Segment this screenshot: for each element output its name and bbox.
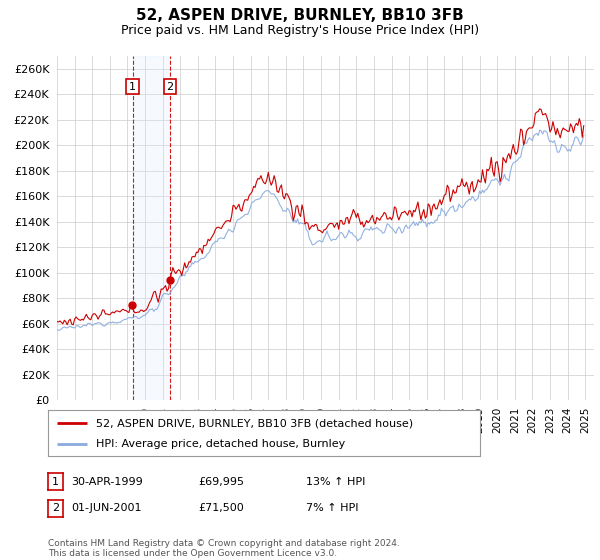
Bar (133, 56, 170, 400)
Text: 52, ASPEN DRIVE, BURNLEY, BB10 3FB: 52, ASPEN DRIVE, BURNLEY, BB10 3FB (136, 8, 464, 24)
Text: 1: 1 (52, 477, 59, 487)
Text: 1: 1 (129, 82, 136, 92)
Text: 30-APR-1999: 30-APR-1999 (71, 477, 143, 487)
Text: 13% ↑ HPI: 13% ↑ HPI (306, 477, 365, 487)
Text: Contains HM Land Registry data © Crown copyright and database right 2024.
This d: Contains HM Land Registry data © Crown c… (48, 539, 400, 558)
Text: £71,500: £71,500 (198, 503, 244, 514)
Text: 52, ASPEN DRIVE, BURNLEY, BB10 3FB (detached house): 52, ASPEN DRIVE, BURNLEY, BB10 3FB (deta… (95, 418, 413, 428)
Text: Price paid vs. HM Land Registry's House Price Index (HPI): Price paid vs. HM Land Registry's House … (121, 24, 479, 36)
Text: 2: 2 (166, 82, 173, 92)
Text: HPI: Average price, detached house, Burnley: HPI: Average price, detached house, Burn… (95, 438, 345, 449)
Text: 01-JUN-2001: 01-JUN-2001 (71, 503, 142, 514)
Text: £69,995: £69,995 (198, 477, 244, 487)
Text: 2: 2 (52, 503, 59, 514)
Text: 7% ↑ HPI: 7% ↑ HPI (306, 503, 359, 514)
